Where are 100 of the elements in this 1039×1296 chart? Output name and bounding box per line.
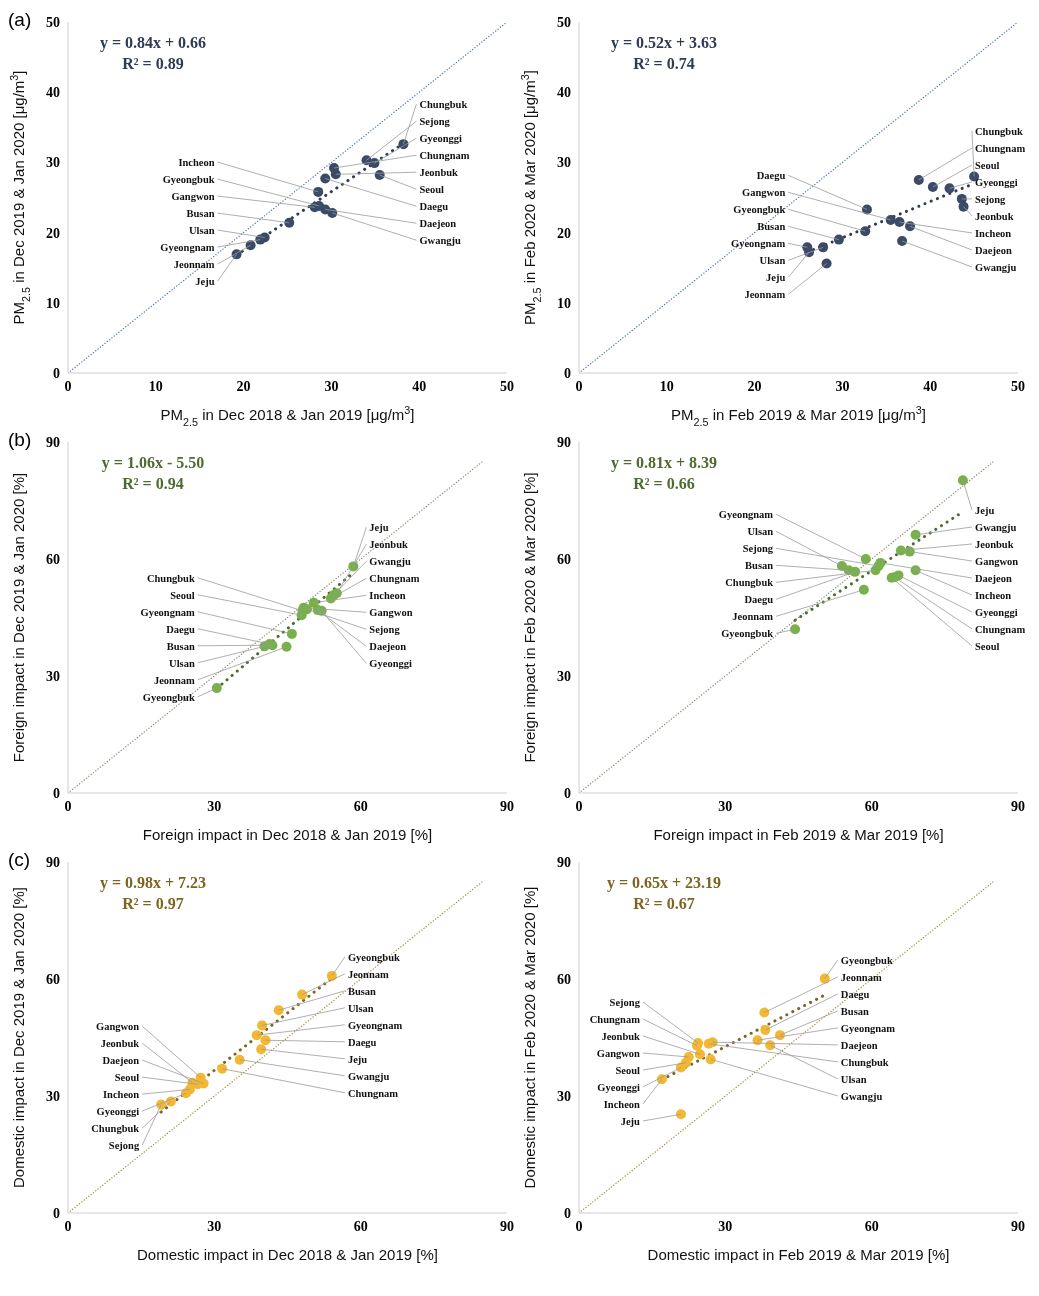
annotation: Chungnam [975,624,1026,635]
annotation: Jeonnam [744,289,786,301]
annotation: Busan [166,640,195,652]
annotation: Daejeon [975,244,1012,256]
y-tick-label: 30 [557,668,571,684]
annotation: Chungnam [589,1013,641,1025]
annotation: Jeju [975,505,995,516]
x-tick-label: 50 [1011,378,1025,394]
annotation: Gyeongbuk [347,951,400,963]
y-tick-label: 20 [46,225,60,241]
annotation: Busan [745,560,774,572]
annotation: Chungbuk [419,99,468,111]
annotation: Jeonbuk [975,210,1014,222]
annotation: Chungnam [419,150,470,162]
x-tick-label: 10 [659,378,674,394]
annotation: Ulsan [759,255,786,267]
annotation: Jeonnam [840,971,882,983]
annotation: Jeonbuk [975,539,1014,550]
y-tick-label: 90 [46,854,60,870]
annotation: R² = 0.66 [633,475,695,492]
annotation: Gyeongbuk [142,691,195,703]
annotation: y = 0.52x + 3.63 [610,34,718,52]
annotation: Incheon [603,1098,641,1110]
annotation: Gwangju [347,1070,390,1082]
annotation: Busan [757,221,786,233]
y-axis-title: Foreign impact in Dec 2019 & Jan 2020 [%] [10,472,27,763]
annotation: Chungnam [369,573,420,585]
x-tick-label: 30 [324,378,339,394]
annotation: Gyeongbuk [840,954,893,966]
x-tick-label: 90 [500,798,514,814]
x-tick-label: 0 [64,798,72,814]
x-tick-label: 0 [575,378,583,394]
annotation: Jeonnam [347,968,389,980]
x-tick-label: 10 [148,378,163,394]
y-tick-label: 0 [53,1205,60,1221]
annotation: Gyeongnam [160,242,215,254]
annotation: Gyeonggi [975,176,1018,188]
annotation: Jeonbuk [601,1030,641,1042]
annotation: Jeonnam [732,611,774,623]
y-tick-label: 60 [46,971,60,987]
annotation: Ulsan [188,225,215,237]
annotation: Seoul [975,641,1000,652]
annotation: Jeju [766,272,786,284]
annotation: Sejong [369,624,401,636]
annotation: Jeonnam [173,259,215,271]
x-tick-label: 0 [64,378,72,394]
x-axis-title: PM$_{2.5}$ in Dec 2018 & Jan 2019 [μg/m$^{3}$] [160,404,415,428]
annotation: Seoul [975,159,1000,171]
annotation: R² = 0.74 [633,55,695,72]
annotation: Jeju [347,1053,368,1065]
y-tick-label: 0 [564,365,571,381]
annotation: Jeonbuk [419,167,459,179]
annotation: Seoul [114,1072,140,1084]
annotation: Gyeongbuk [721,628,774,640]
annotation: Seoul [615,1064,640,1076]
y-tick-label: 10 [46,295,60,311]
annotation: Gyeonggi [975,607,1018,618]
x-tick-label: 20 [236,378,251,394]
x-tick-label: 30 [207,1218,222,1234]
annotation: Gwangju [840,1090,883,1102]
annotation: Chungbuk [840,1056,889,1068]
annotation: Daegu [166,623,195,635]
annotation: Daejeon [369,641,407,653]
annotation: Gwangju [975,261,1017,273]
y-tick-label: 0 [564,1205,571,1221]
annotation: Incheon [369,590,406,602]
annotation: Gyeonggi [96,1106,140,1118]
y-tick-label: 30 [46,155,60,171]
annotation: Incheon [178,157,215,169]
annotation: R² = 0.97 [122,895,184,912]
annotation: Daegu [756,170,786,182]
annotation: Busan [186,208,215,220]
annotation: Seoul [419,184,444,196]
x-tick-label: 50 [500,378,514,394]
annotation: Daejeon [419,218,457,230]
x-tick-label: 30 [835,378,850,394]
annotation: Chungbuk [975,125,1024,137]
x-tick-label: 40 [412,378,427,394]
annotation: Daegu [347,1036,377,1048]
y-tick-label: 60 [557,551,571,567]
annotation: y = 0.65x + 23.19 [606,874,722,892]
annotation: Jeonbuk [100,1038,140,1050]
annotation: Sejong [419,116,451,128]
annotation: Gyeonggi [419,133,463,145]
x-tick-label: 90 [1011,1218,1025,1234]
annotation: Ulsan [747,526,774,538]
y-tick-label: 60 [557,971,571,987]
y-tick-label: 40 [557,85,571,101]
annotation: Gyeongbuk [162,174,215,186]
annotation: Ulsan [840,1073,867,1085]
y-tick-label: 0 [564,785,571,801]
y-tick-label: 0 [53,365,60,381]
annotation: Chungbuk [91,1123,140,1135]
annotation: R² = 0.94 [122,475,184,492]
x-axis-title: Domestic impact in Feb 2019 & Mar 2019 [%] [647,1246,950,1263]
annotation: Gyeonggi [369,658,413,670]
annotation: Jeju [620,1115,641,1127]
annotation: Jeju [195,276,215,288]
y-tick-label: 90 [557,854,571,870]
x-axis-title: Domestic impact in Dec 2018 & Jan 2019 [%] [137,1246,438,1263]
